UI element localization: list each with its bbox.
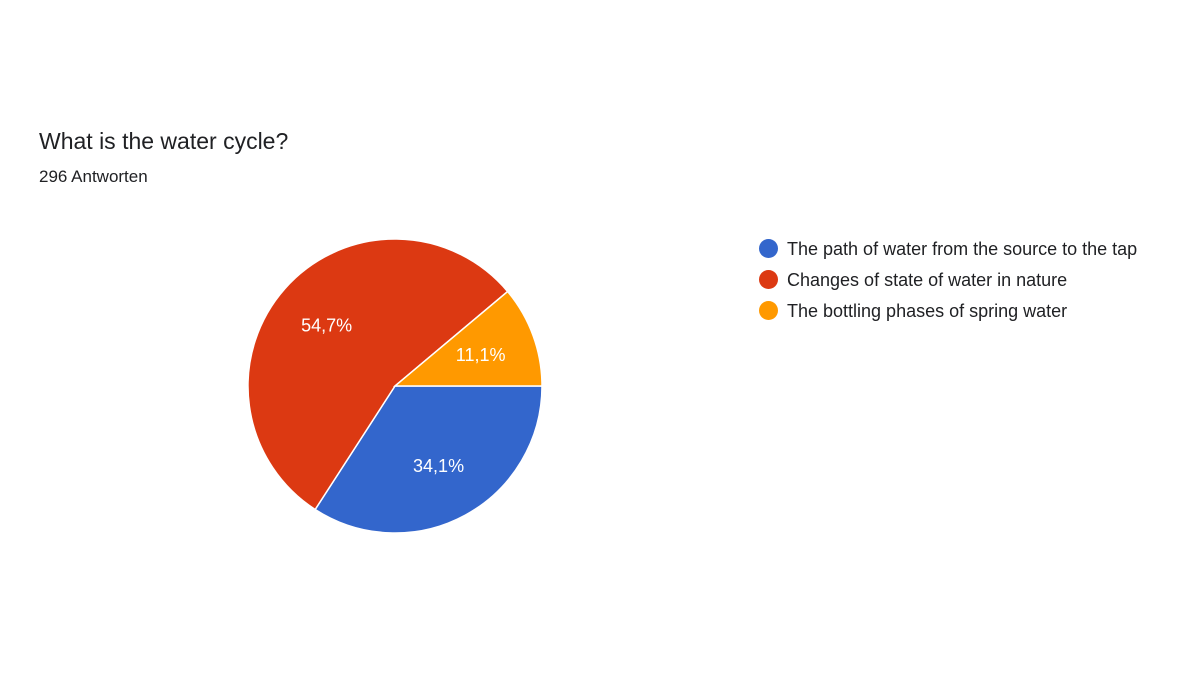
slice-percentage-label: 34,1% [413,456,464,476]
pie-labels: 34,1% 54,7% 11,1% [301,316,505,476]
pie-slice-bottling-phases[interactable] [392,290,543,387]
legend-item-bottling-phases[interactable]: The bottling phases of spring water [758,298,1168,325]
legend: The path of water from the source to the… [758,236,1168,329]
legend-swatch-orange [759,301,778,320]
legend-swatch-red [759,270,778,289]
legend-label: Changes of state of water in nature [787,270,1068,290]
legend-label: The bottling phases of spring water [787,301,1068,321]
legend-item-changes-of-state[interactable]: Changes of state of water in nature [758,267,1168,294]
legend-label: The path of water from the source to the… [787,239,1138,259]
legend-swatch-blue [759,239,778,258]
slice-percentage-label: 11,1% [456,345,506,365]
chart-title: What is the water cycle? [39,128,289,154]
pie-slice-changes-of-state[interactable] [247,238,509,511]
legend-item-source-to-tap[interactable]: The path of water from the source to the… [758,236,1168,263]
slice-percentage-label: 54,7% [301,316,352,336]
pie-slices [247,238,543,534]
response-count: 296 Antworten [39,167,148,186]
